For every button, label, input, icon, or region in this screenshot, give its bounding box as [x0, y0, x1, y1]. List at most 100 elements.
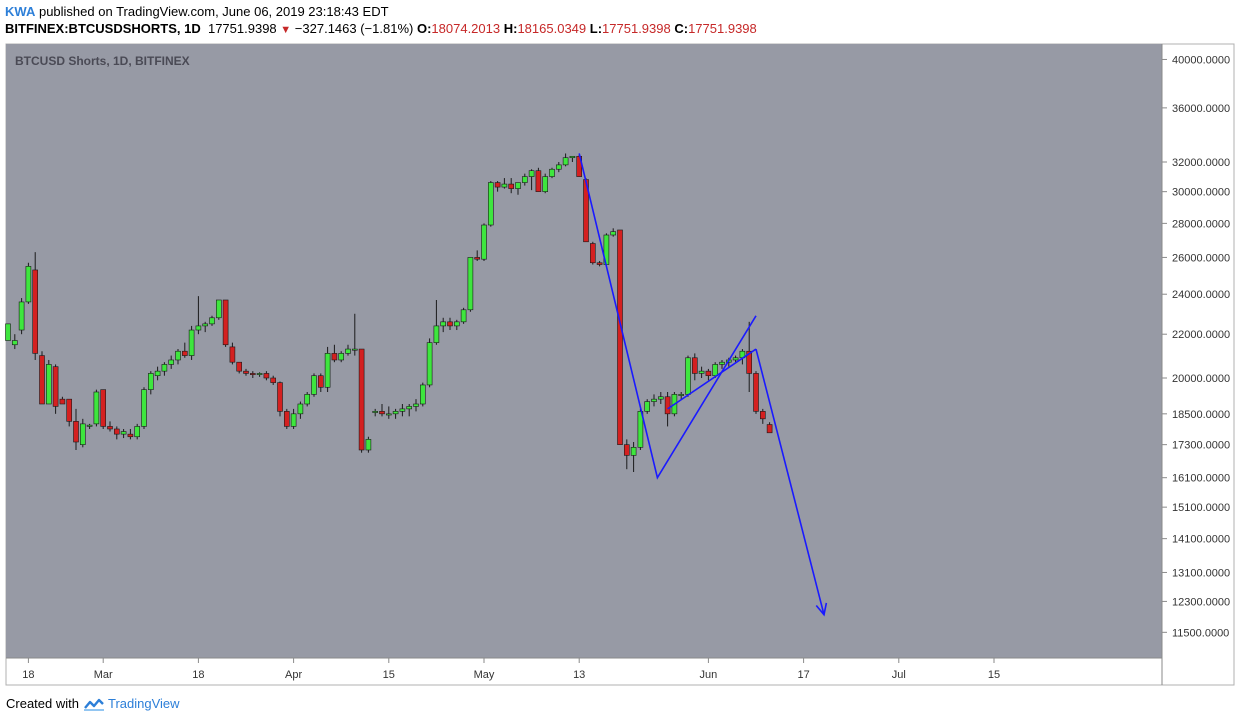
candle-down [114, 428, 120, 435]
candle-up [521, 176, 528, 183]
candle-up [651, 398, 657, 402]
candle-down [229, 346, 236, 363]
candle-up [311, 375, 317, 395]
candle-up [338, 353, 345, 361]
candle-down [494, 182, 501, 188]
y-tick-label: 11500.0000 [1172, 627, 1229, 639]
y-tick-label: 30000.0000 [1172, 187, 1230, 199]
candle-down [277, 382, 283, 412]
close-value: 17751.9398 [688, 21, 757, 36]
y-tick-label: 12300.0000 [1172, 596, 1230, 608]
candle-up [345, 348, 351, 354]
candle-up [481, 224, 487, 260]
x-tick-label: Mar [94, 669, 113, 681]
candle-up [297, 403, 304, 415]
channel-trendline [578, 153, 757, 480]
candle-down [66, 398, 72, 422]
tradingview-brand-link[interactable]: TradingView [107, 696, 180, 711]
candle-up [399, 408, 406, 412]
author-name[interactable]: KWA [5, 4, 36, 19]
candle-up [719, 361, 725, 365]
candle-up [154, 370, 161, 377]
candle-down [243, 370, 249, 374]
candle-up [202, 323, 208, 327]
x-tick-label: 13 [573, 669, 585, 681]
candle-up [685, 357, 691, 395]
candle-up [413, 403, 419, 407]
candle-down [236, 361, 242, 372]
candle-up [678, 394, 685, 396]
y-tick-label: 22000.0000 [1172, 329, 1230, 341]
candle-up [644, 401, 651, 412]
candle-up [93, 391, 100, 425]
candle-down [59, 398, 66, 405]
candle-down [617, 229, 623, 445]
candle-down [664, 396, 671, 415]
x-tick-label: 15 [383, 669, 395, 681]
price-change: −327.1463 (−1.81%) [294, 21, 414, 36]
candle-down [107, 426, 113, 430]
y-tick-label: 28000.0000 [1172, 218, 1230, 230]
x-tick-label: 15 [988, 669, 1000, 681]
candle-down [32, 269, 39, 354]
y-tick-label: 24000.0000 [1172, 289, 1230, 301]
projection-arrow [755, 348, 825, 615]
high-label: H: [503, 21, 518, 36]
candle-up [195, 325, 202, 331]
candle-up [365, 439, 372, 451]
candle-down [766, 424, 773, 434]
candle-down [270, 377, 277, 383]
candle-down [39, 355, 45, 405]
tradingview-logo-icon [83, 698, 104, 711]
candle-up [209, 317, 215, 325]
candle-up [5, 323, 11, 341]
x-tick-label: 18 [192, 669, 204, 681]
candle-up [562, 157, 569, 166]
candle-up [120, 431, 127, 435]
y-tick-label: 40000.0000 [1172, 54, 1230, 66]
candle-up [25, 266, 32, 303]
candle-down [759, 411, 766, 420]
candle-down [379, 411, 385, 415]
candle-up [555, 164, 562, 170]
close-label: C: [674, 21, 689, 36]
candle-up [351, 348, 358, 351]
candle-down [589, 243, 596, 264]
candle-up [168, 359, 174, 365]
candle-up [256, 373, 263, 375]
candle-up [161, 364, 168, 372]
candle-down [317, 375, 324, 388]
x-tick-label: 17 [797, 669, 809, 681]
x-tick-label: Jun [700, 669, 718, 681]
candle-down [447, 321, 453, 327]
candle-up [433, 325, 440, 343]
y-tick-label: 13100.0000 [1172, 567, 1230, 579]
candle-up [12, 340, 18, 346]
x-tick-label: 18 [22, 669, 34, 681]
candle-up [657, 396, 664, 400]
candle-down [508, 183, 515, 189]
candle-up [487, 182, 494, 226]
channel-lower-line [667, 348, 757, 410]
open-label: O: [416, 21, 432, 36]
y-tick-label: 32000.0000 [1172, 157, 1230, 169]
candles-group [5, 153, 773, 473]
candle-down [331, 353, 338, 361]
candle-down [358, 348, 365, 451]
candle-up [460, 309, 467, 323]
chart-title: BTCUSD Shorts, 1D, BITFINEX [15, 54, 190, 68]
candle-down [691, 357, 698, 374]
candle-down [127, 433, 134, 438]
candle-up [148, 373, 154, 390]
candle-up [549, 168, 555, 177]
x-tick-label: May [474, 669, 495, 681]
low-value: 17751.9398 [602, 21, 671, 36]
candle-down [52, 366, 59, 407]
candle-up [501, 183, 508, 188]
candle-up [630, 447, 637, 456]
published-text: published on TradingView.com, June 06, 2… [38, 4, 389, 19]
created-with-label: Created with [6, 696, 79, 711]
candle-up [141, 389, 147, 427]
candle-up [440, 321, 447, 327]
